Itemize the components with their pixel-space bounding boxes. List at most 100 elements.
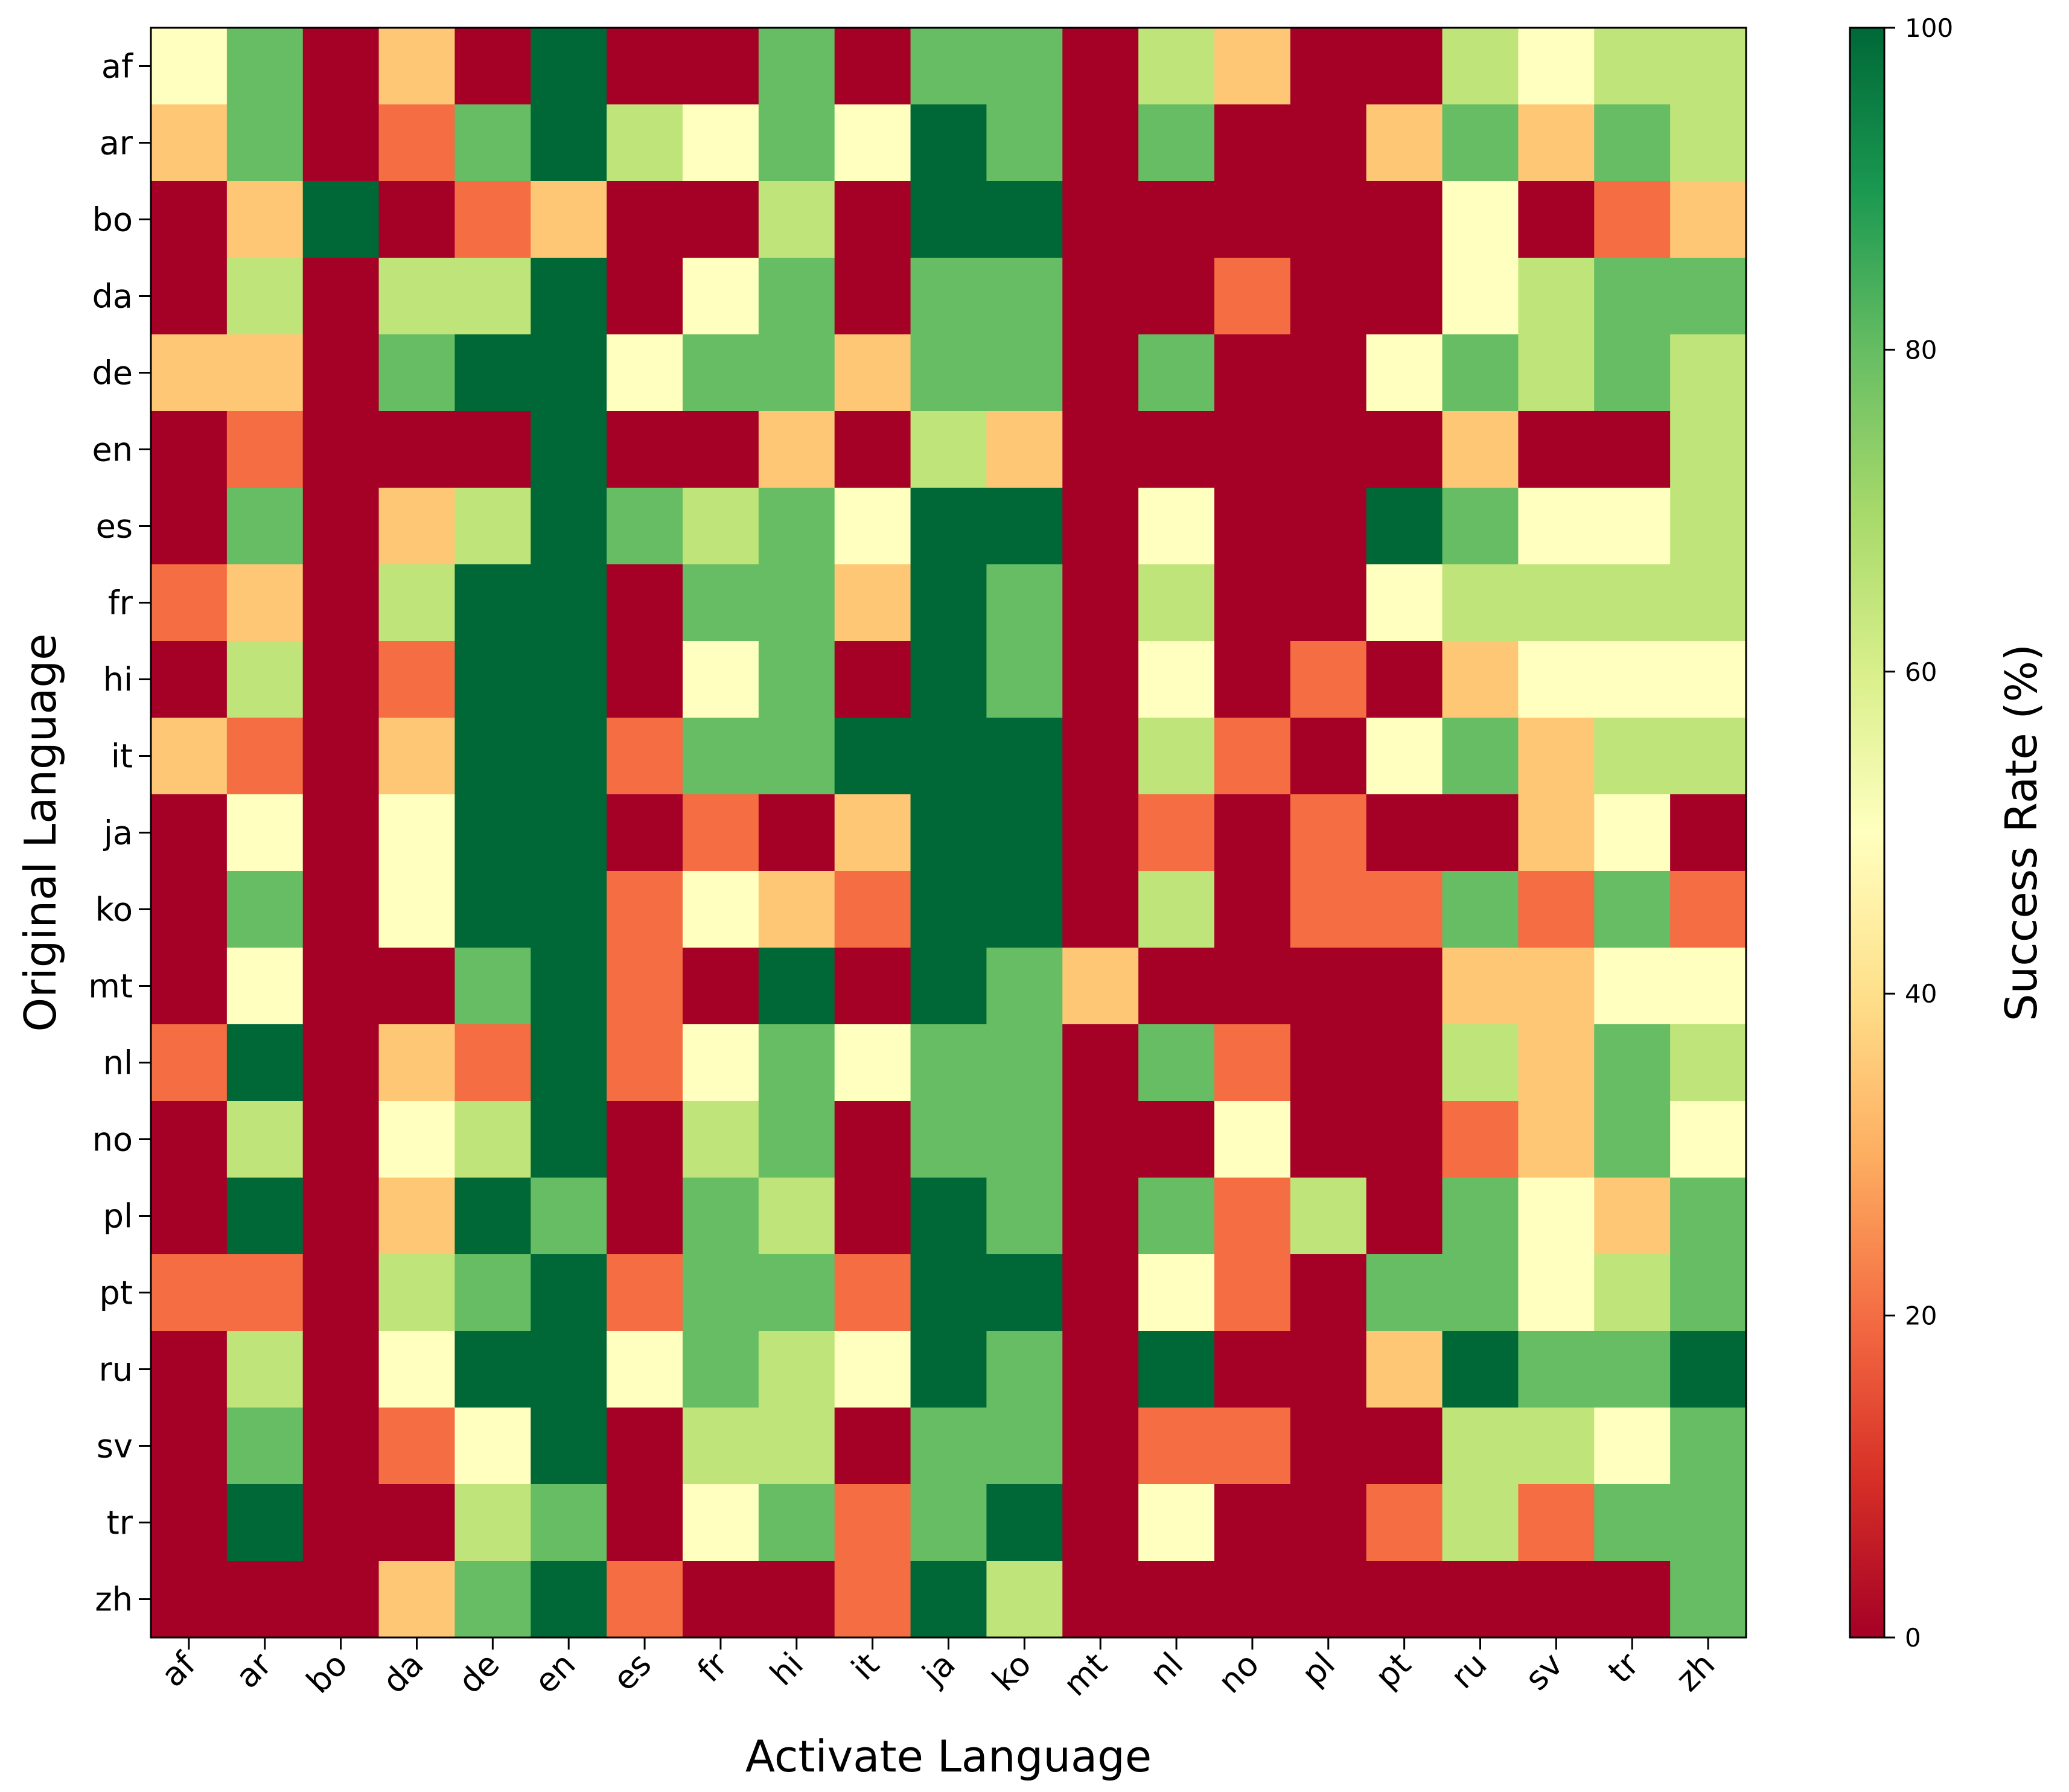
y-axis-label: Original Language [15, 634, 66, 1032]
cell-nl-no [1214, 1024, 1291, 1102]
cell-da-da [378, 258, 456, 335]
cell-bo-ja [910, 181, 987, 258]
cell-fr-zh [1670, 564, 1747, 642]
cell-ru-bo [302, 1331, 380, 1408]
cell-hi-da [378, 641, 456, 718]
cell-ar-fr [683, 104, 759, 182]
cell-no-it [834, 1101, 911, 1178]
cell-pl-fr [683, 1178, 759, 1255]
cell-de-hi [758, 334, 835, 412]
x-tick-label-da: da [375, 1645, 431, 1701]
cell-sv-ja [910, 1408, 987, 1485]
cell-zh-de [454, 1561, 531, 1638]
cell-ja-zh [1670, 794, 1747, 872]
cell-it-bo [302, 718, 380, 795]
cell-ko-hi [758, 871, 835, 948]
x-tick-label-af: af [154, 1644, 204, 1694]
cell-pl-bo [302, 1178, 380, 1255]
cell-en-mt [1062, 411, 1139, 488]
cell-zh-mt [1062, 1561, 1139, 1638]
cell-zh-it [834, 1561, 911, 1638]
cell-it-no [1214, 718, 1291, 795]
cell-en-nl [1138, 411, 1215, 488]
cell-zh-zh [1670, 1561, 1747, 1638]
cell-de-mt [1062, 334, 1139, 412]
cell-pt-ja [910, 1254, 987, 1331]
cell-bo-tr [1594, 181, 1671, 258]
colorbar-tick-label-100: 100 [1905, 13, 1953, 43]
cell-de-af [151, 334, 228, 412]
cell-ru-zh [1670, 1331, 1747, 1408]
cell-de-bo [302, 334, 380, 412]
cell-pl-sv [1518, 1178, 1595, 1255]
cell-pt-ru [1442, 1254, 1519, 1331]
cell-pt-fr [683, 1254, 759, 1331]
cell-da-es [607, 258, 683, 335]
cell-da-ru [1442, 258, 1519, 335]
colorbar-tick-label-20: 20 [1905, 1301, 1937, 1331]
cell-fr-hi [758, 564, 835, 642]
cell-mt-pt [1366, 948, 1443, 1025]
x-tick-label-ar: ar [228, 1645, 279, 1695]
cell-en-it [834, 411, 911, 488]
cell-mt-af [151, 948, 228, 1025]
cell-pt-pt [1366, 1254, 1443, 1331]
cell-da-hi [758, 258, 835, 335]
cell-ja-ko [986, 794, 1063, 872]
x-axis: af ar bo da de en es fr hi it ja ko mt nl no pl pt ru sv tr… [154, 1637, 1722, 1703]
cell-es-fr [683, 488, 759, 565]
cell-pl-zh [1670, 1178, 1747, 1255]
cell-mt-ru [1442, 948, 1519, 1025]
colorbar: 0 20 40 60 80 100 Success Rate (%) [1849, 13, 2047, 1653]
cell-pt-af [151, 1254, 228, 1331]
cell-de-tr [1594, 334, 1671, 412]
cell-fr-bo [302, 564, 380, 642]
cell-bo-hi [758, 181, 835, 258]
cell-af-ar [226, 28, 304, 105]
cell-zh-ja [910, 1561, 987, 1638]
cell-tr-it [834, 1484, 911, 1561]
cell-mt-zh [1670, 948, 1747, 1025]
y-tick-label-en: en [92, 431, 133, 469]
cell-es-no [1214, 488, 1291, 565]
y-tick-label-fr: fr [108, 584, 133, 622]
cell-da-sv [1518, 258, 1595, 335]
cell-tr-es [607, 1484, 683, 1561]
cell-fr-nl [1138, 564, 1215, 642]
cell-pl-ru [1442, 1178, 1519, 1255]
cell-bo-en [531, 181, 607, 258]
cell-mt-ko [986, 948, 1063, 1025]
y-tick-label-ja: ja [103, 814, 133, 852]
cell-ja-es [607, 794, 683, 872]
cell-hi-pt [1366, 641, 1443, 718]
cell-no-zh [1670, 1101, 1747, 1178]
cell-hi-ar [226, 641, 304, 718]
cell-fr-mt [1062, 564, 1139, 642]
cell-ar-it [834, 104, 911, 182]
cell-ar-bo [302, 104, 380, 182]
cell-ru-es [607, 1331, 683, 1408]
cell-mt-hi [758, 948, 835, 1025]
x-tick-label-ko: ko [985, 1645, 1039, 1699]
cell-da-en [531, 258, 607, 335]
x-tick-label-pl: pl [1295, 1645, 1342, 1693]
cell-sv-da [378, 1408, 456, 1485]
cell-hi-tr [1594, 641, 1671, 718]
cell-ru-tr [1594, 1331, 1671, 1408]
cell-en-es [607, 411, 683, 488]
cell-hi-fr [683, 641, 759, 718]
cell-ja-no [1214, 794, 1291, 872]
cell-es-bo [302, 488, 380, 565]
heatmap-cells [151, 28, 1747, 1638]
cell-zh-af [151, 1561, 228, 1638]
cell-mt-bo [302, 948, 380, 1025]
cell-bo-de [454, 181, 531, 258]
cell-de-pl [1290, 334, 1367, 412]
cell-zh-hi [758, 1561, 835, 1638]
cell-fr-pt [1366, 564, 1443, 642]
cell-it-nl [1138, 718, 1215, 795]
cell-no-da [378, 1101, 456, 1178]
x-tick-label-ja: ja [914, 1645, 962, 1693]
cell-no-pt [1366, 1101, 1443, 1178]
cell-ja-it [834, 794, 911, 872]
